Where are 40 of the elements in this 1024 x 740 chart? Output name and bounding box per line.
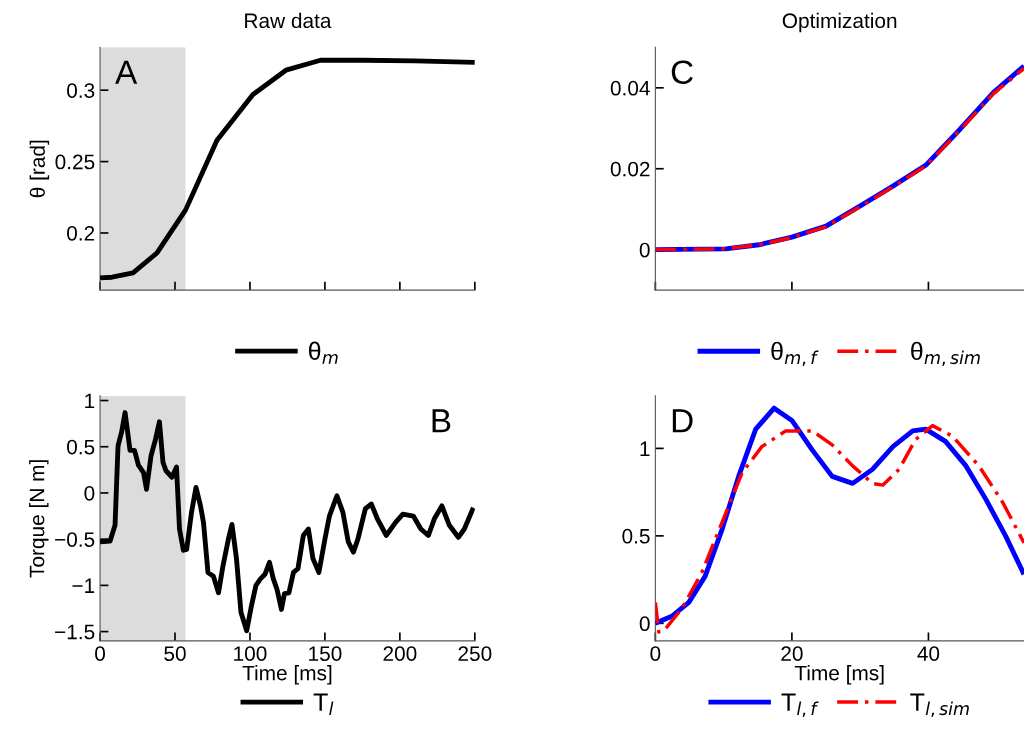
legend-label: θ$_{m}$ [308,341,338,364]
x-tick-label: 20 [781,646,803,661]
y-tick-label: 0.25 [55,154,95,170]
legend-label: T$_{l,sim}$ [910,693,969,717]
legend-label: T$_{l}$ [313,693,334,715]
y-tick-label: 0.5 [622,528,650,544]
y-tick-label: 0 [639,242,650,258]
chart-title: Optimization [782,12,897,33]
x-tick-label: 50 [164,646,186,661]
y-tick-label: 1 [640,441,650,456]
x-tick-label: 200 [383,646,417,661]
x-tick-label: 100 [234,646,267,661]
x-tick-label: 0 [650,646,661,661]
x-tick-label: 250 [458,646,492,661]
y-tick-label: 0.5 [67,439,95,455]
y-tick-label: 0.2 [67,225,95,241]
y-tick-label: 0.3 [67,83,95,98]
y-tick-label: 0.04 [610,80,650,96]
x-tick-label: 150 [309,646,342,661]
annotation: D [672,409,693,433]
chart-title: Raw data [245,12,332,29]
x-axis-title: Time [ms] [242,665,332,685]
x-axis-title: Time [ms] [794,665,884,685]
y-axis-title: θ [rad] [29,140,50,198]
x-tick-label: 40 [917,646,940,661]
annotation: B [432,409,451,433]
legend-label: θ$_{m,f}$ [771,341,819,366]
y-tick-label: −1 [72,578,95,593]
y-axis-title: Torque [N m] [29,460,49,578]
y-tick-label: 0 [639,616,650,632]
annotation: A [115,60,138,84]
annotation: C [671,60,693,84]
legend-label: T$_{l,f}$ [781,693,819,717]
y-tick-label: −0.5 [55,532,95,547]
legend-label: θ$_{m,sim}$ [911,341,980,366]
y-tick-label: −1.5 [55,624,95,640]
y-tick-label: 0 [84,485,95,501]
y-tick-label: 0.02 [610,161,650,177]
y-tick-label: 1 [85,393,95,409]
x-tick-label: 0 [95,646,106,661]
